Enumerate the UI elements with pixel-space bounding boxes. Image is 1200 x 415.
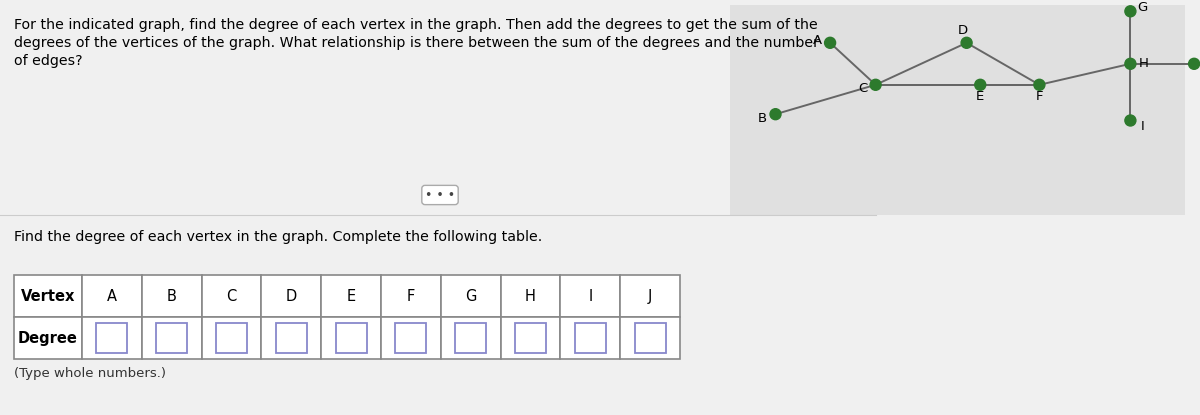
- Circle shape: [961, 37, 972, 48]
- Bar: [635, 323, 666, 353]
- Bar: [620, 275, 680, 317]
- Text: I: I: [1140, 120, 1145, 133]
- Text: Find the degree of each vertex in the graph. Complete the following table.: Find the degree of each vertex in the gr…: [14, 230, 542, 244]
- Bar: [202, 275, 262, 317]
- Bar: [322, 317, 382, 359]
- Text: D: D: [958, 24, 967, 37]
- Text: of edges?: of edges?: [14, 54, 83, 68]
- Bar: [142, 317, 202, 359]
- Bar: [262, 317, 322, 359]
- Text: I: I: [588, 288, 593, 303]
- Text: B: B: [167, 288, 176, 303]
- Text: D: D: [286, 288, 296, 303]
- Text: B: B: [758, 112, 767, 124]
- Bar: [14, 317, 82, 359]
- Text: A: A: [107, 288, 116, 303]
- Circle shape: [824, 37, 835, 48]
- Text: F: F: [407, 288, 415, 303]
- Text: H: H: [526, 288, 536, 303]
- Text: (Type whole numbers.): (Type whole numbers.): [14, 367, 166, 380]
- Bar: [560, 317, 620, 359]
- Bar: [82, 317, 142, 359]
- Bar: [730, 5, 1186, 215]
- Bar: [440, 317, 500, 359]
- Circle shape: [870, 79, 881, 90]
- Bar: [560, 275, 620, 317]
- Bar: [156, 323, 187, 353]
- Bar: [142, 275, 202, 317]
- Circle shape: [1124, 58, 1136, 69]
- Bar: [276, 323, 307, 353]
- Text: For the indicated graph, find the degree of each vertex in the graph. Then add t: For the indicated graph, find the degree…: [14, 18, 817, 32]
- Bar: [262, 275, 322, 317]
- Bar: [395, 323, 426, 353]
- Circle shape: [1034, 79, 1045, 90]
- Bar: [202, 317, 262, 359]
- Bar: [455, 323, 486, 353]
- Text: A: A: [812, 34, 822, 47]
- Text: J: J: [648, 288, 653, 303]
- Bar: [575, 323, 606, 353]
- Text: C: C: [858, 82, 868, 95]
- Text: Vertex: Vertex: [20, 288, 76, 303]
- Bar: [382, 317, 440, 359]
- Bar: [382, 275, 440, 317]
- Text: G: G: [466, 288, 476, 303]
- Bar: [440, 275, 500, 317]
- Circle shape: [1124, 115, 1136, 126]
- Circle shape: [1124, 6, 1136, 17]
- Bar: [96, 323, 127, 353]
- Bar: [500, 275, 560, 317]
- Text: F: F: [1036, 90, 1043, 103]
- Bar: [322, 275, 382, 317]
- Text: • • •: • • •: [425, 188, 455, 202]
- Text: G: G: [1138, 1, 1147, 14]
- Circle shape: [770, 109, 781, 120]
- Text: E: E: [976, 90, 984, 103]
- Bar: [515, 323, 546, 353]
- Bar: [82, 275, 142, 317]
- Bar: [336, 323, 367, 353]
- Bar: [620, 317, 680, 359]
- Text: H: H: [1139, 57, 1148, 70]
- Circle shape: [1188, 58, 1200, 69]
- Text: E: E: [347, 288, 355, 303]
- Text: degrees of the vertices of the graph. What relationship is there between the sum: degrees of the vertices of the graph. Wh…: [14, 36, 818, 50]
- Text: Degree: Degree: [18, 330, 78, 346]
- Bar: [500, 317, 560, 359]
- Bar: [14, 275, 82, 317]
- Circle shape: [974, 79, 985, 90]
- Text: C: C: [227, 288, 236, 303]
- Bar: [216, 323, 247, 353]
